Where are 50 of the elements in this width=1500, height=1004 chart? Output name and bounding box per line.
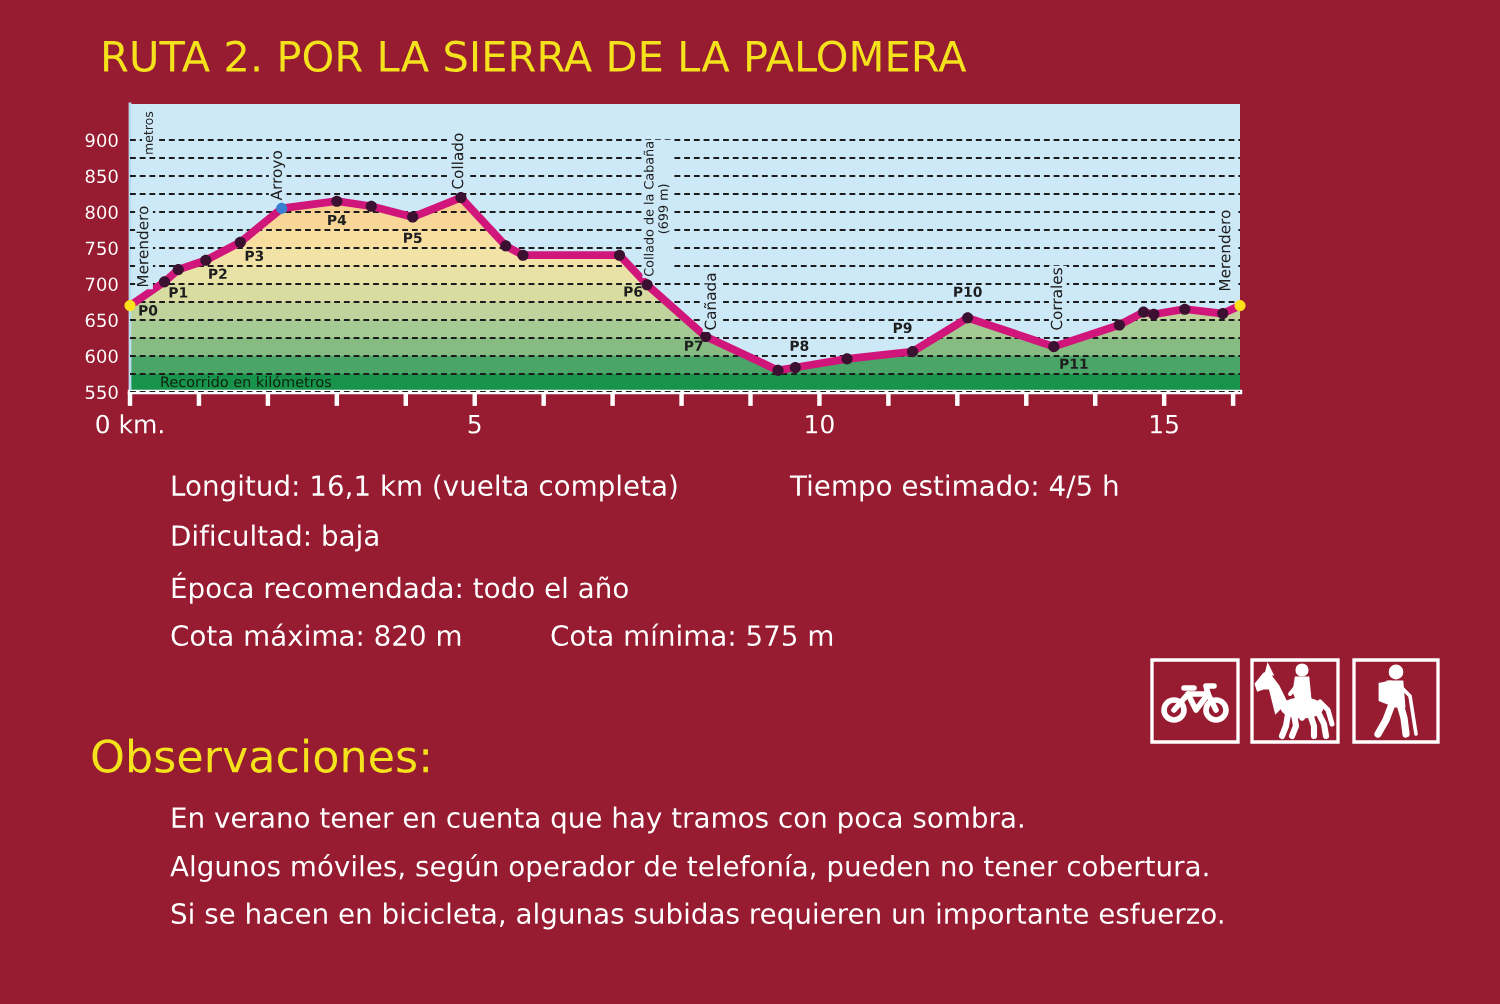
point <box>500 240 512 252</box>
point <box>365 200 377 212</box>
point <box>1179 303 1191 315</box>
y-tick-label: 750 <box>85 241 118 256</box>
point <box>841 353 853 365</box>
y-tick-label: 650 <box>85 313 118 328</box>
text: Dificultad: baja <box>172 524 378 552</box>
text: Longitud: 16,1 km (vuelta completa) <box>172 474 677 502</box>
point <box>276 202 288 214</box>
point <box>641 279 653 291</box>
text: Algunos móviles, según operador de telefonía, pueden no tener cobertura. <box>170 854 1208 882</box>
point <box>700 331 712 343</box>
point <box>962 312 974 324</box>
point <box>772 364 784 376</box>
point <box>1148 308 1160 320</box>
chart-title: RUTA 2. POR LA SIERRA DE LA PALOMERA <box>104 40 967 73</box>
point <box>200 254 212 266</box>
point <box>1217 307 1229 320</box>
text: Cota máxima: 820 m <box>171 623 461 647</box>
point <box>517 249 529 261</box>
x-tick-label: 15 <box>1151 414 1178 434</box>
text: Cota mínima: 575 m <box>551 623 833 647</box>
point <box>331 195 343 207</box>
text: Si se hacen en bicicleta, algunas subidas requieren un importante esfuerzo. <box>171 902 1223 930</box>
y-tick-label: 600 <box>85 349 118 364</box>
point <box>124 300 136 312</box>
point <box>789 361 801 374</box>
point <box>407 211 419 223</box>
y-tick-label: 700 <box>85 277 118 292</box>
text: Observaciones: <box>92 738 428 773</box>
point <box>906 346 919 358</box>
x-tick-label: 0 km. <box>96 414 163 434</box>
point <box>1048 341 1060 353</box>
y-tick-label: 550 <box>85 385 118 400</box>
point <box>158 276 171 288</box>
point <box>613 249 626 261</box>
point <box>455 192 467 204</box>
point <box>1113 319 1125 331</box>
y-tick-label: 900 <box>85 133 118 148</box>
text: Época recomendada: todo el año <box>172 572 628 604</box>
text: En verano tener en cuenta que hay tramos con poca sombra. <box>172 806 1023 834</box>
point <box>172 264 184 276</box>
y-tick-label: 850 <box>85 169 118 184</box>
y-tick-label: 800 <box>85 205 118 220</box>
text: Tiempo estimado: 4/5 h <box>789 474 1118 502</box>
x-tick-label: 10 <box>806 414 834 434</box>
point <box>1137 306 1150 318</box>
point <box>1234 300 1246 312</box>
point <box>234 236 246 248</box>
x-tick-label: 5 <box>468 414 481 434</box>
